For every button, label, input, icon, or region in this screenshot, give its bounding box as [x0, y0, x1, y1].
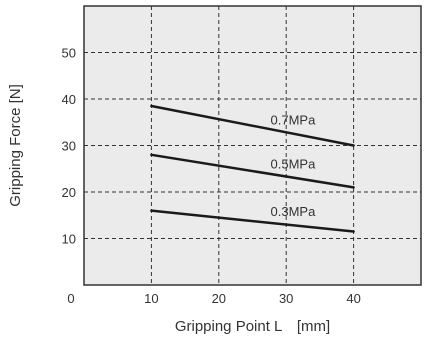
- x-tick-labels: 10 20 30 40: [144, 291, 361, 306]
- x-axis-title: Gripping Point L [mm]: [175, 318, 330, 335]
- series-label-03mpa: 0.3MPa: [271, 204, 317, 219]
- y-tick-label-50: 50: [62, 46, 76, 61]
- y-tick-labels: 10 20 30 40 50: [62, 46, 76, 247]
- grid-lines: [84, 6, 421, 285]
- x-tick-label-40: 40: [346, 291, 360, 306]
- plot-frame: [83, 5, 422, 286]
- series-label-05mpa: 0.5MPa: [271, 157, 317, 172]
- y-tick-label-40: 40: [62, 92, 76, 107]
- y-tick-label-10: 10: [62, 232, 76, 247]
- x-tick-label-20: 20: [212, 291, 226, 306]
- series-line-05mpa: [150, 153, 355, 189]
- series-lines: 0.7MPa 0.5MPa 0.3MPa: [150, 104, 355, 233]
- y-tick-label-30: 30: [62, 139, 76, 154]
- origin-tick-label: 0: [67, 291, 74, 306]
- y-tick-label-20: 20: [62, 185, 76, 200]
- x-tick-label-30: 30: [279, 291, 293, 306]
- y-axis-title: Gripping Force [N]: [7, 84, 24, 207]
- series-line-03mpa: [150, 209, 355, 233]
- series-label-07mpa: 0.7MPa: [271, 113, 317, 128]
- x-tick-label-10: 10: [144, 291, 158, 306]
- series-line-07mpa: [150, 104, 355, 147]
